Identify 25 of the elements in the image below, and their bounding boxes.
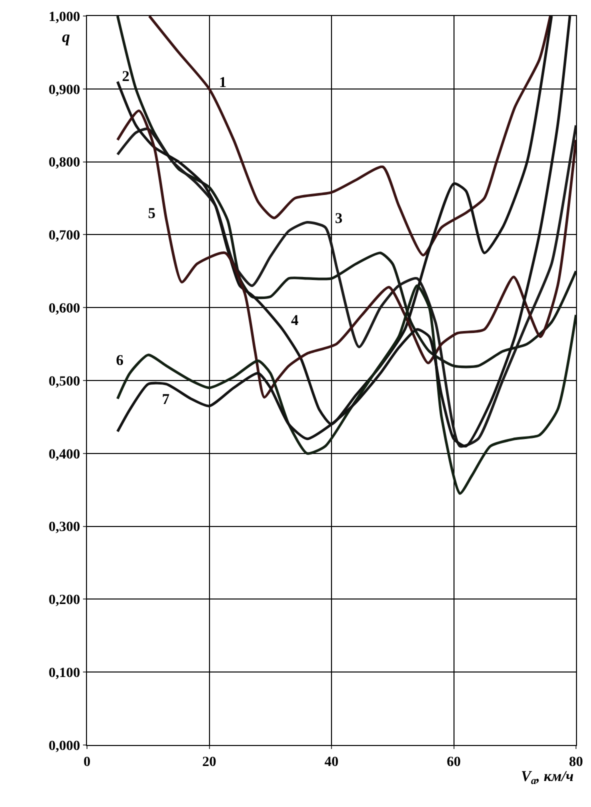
series-label: 1 xyxy=(219,75,226,91)
series-label: 6 xyxy=(116,353,124,369)
y-tick-label: 0,500 xyxy=(48,374,80,390)
x-tick-label: 0 xyxy=(84,754,90,770)
x-tick-label: 20 xyxy=(202,754,216,770)
y-tick-label: 0,700 xyxy=(48,228,80,244)
series-label: 2 xyxy=(122,69,130,85)
y-tick-label: 0,200 xyxy=(48,593,80,608)
x-tick-label: 40 xyxy=(324,754,338,770)
y-axis-title: q xyxy=(62,29,70,46)
x-tick-label: 80 xyxy=(569,754,583,770)
y-tick-label: 0,600 xyxy=(48,302,80,316)
series-label: 4 xyxy=(291,313,299,329)
y-tick-label: 0,400 xyxy=(48,447,80,462)
series-label: 7 xyxy=(162,392,170,408)
series-label: 3 xyxy=(335,211,342,227)
x-tick-label: 60 xyxy=(446,754,461,770)
y-tick-label: 0,900 xyxy=(48,82,80,98)
series-label: 5 xyxy=(148,206,156,222)
x-axis-title: V$_{a}$, км/ч xyxy=(521,769,574,788)
y-tick-label: 0,800 xyxy=(48,156,80,171)
y-tick-label: 0,300 xyxy=(48,520,80,536)
y-tick-label: 1,000 xyxy=(48,10,80,25)
y-tick-label: 0,000 xyxy=(48,738,80,754)
y-tick-label: 0,100 xyxy=(48,666,80,681)
